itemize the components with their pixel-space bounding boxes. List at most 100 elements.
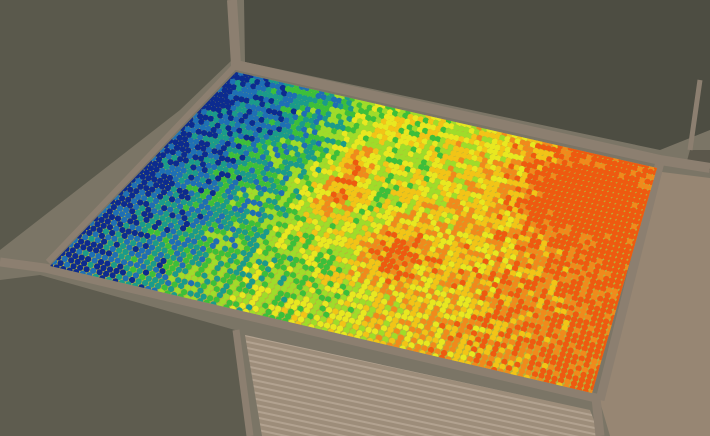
field-bottom-right [598,172,710,436]
yield-point [429,272,436,279]
yield-point [372,148,379,155]
yield-point [455,289,462,296]
yield-point [619,263,626,270]
yield-point [132,272,139,279]
yield-point [160,152,167,159]
yield-point [65,251,72,258]
yield-point [245,103,252,110]
yield-point [578,376,586,384]
yield-point [294,151,301,158]
yield-point [238,96,245,103]
yield-point [338,310,345,317]
yield-point [232,147,239,154]
yield-point [474,208,481,215]
yield-point [379,176,386,183]
yield-point [347,206,354,213]
yield-point [247,204,254,211]
yield-point [424,282,431,289]
yield-point [350,212,357,219]
yield-point [535,153,543,161]
yield-point [458,268,465,275]
yield-point [223,224,230,232]
yield-point [388,236,395,243]
yield-point [405,267,412,274]
yield-point [174,197,181,204]
yield-point [168,143,175,150]
yield-point [177,156,184,163]
yield-point [426,171,433,178]
yield-point [597,295,604,302]
yield-point [174,181,181,189]
yield-point [272,146,279,153]
yield-point [323,147,330,154]
yield-point [191,238,198,245]
yield-point [518,368,526,375]
yield-point [272,188,279,195]
yield-point [159,183,166,190]
yield-point [520,245,527,253]
yield-point [310,308,317,315]
yield-point [505,194,512,201]
yield-point [556,265,563,272]
yield-point [262,302,269,309]
yield-point [326,169,333,176]
yield-point [459,253,466,260]
yield-point [342,104,349,111]
yield-point [523,268,530,275]
yield-point [577,317,584,324]
yield-point [312,282,319,289]
yield-point [625,222,632,229]
yield-point [123,222,130,229]
yield-point [496,336,503,343]
yield-point [419,334,426,341]
yield-point [151,176,158,183]
yield-point [317,230,324,238]
yield-point [409,188,417,195]
yield-point [456,183,463,190]
yield-point [343,173,350,180]
yield-point [349,137,356,144]
yield-point [538,372,545,379]
yield-point [97,243,104,250]
yield-point [494,192,501,199]
yield-point [288,176,295,183]
yield-point [374,260,381,267]
yield-point [230,216,237,223]
yield-point [473,293,480,300]
yield-point [426,192,433,199]
yield-point [477,299,484,307]
yield-point [434,136,441,143]
yield-point [319,188,326,196]
yield-point [349,164,356,171]
yield-point [388,125,395,132]
yield-point [370,222,377,229]
yield-point [566,331,573,338]
yield-point [606,265,613,273]
yield-point [450,219,457,226]
yield-point [439,147,446,154]
yield-point [592,289,599,296]
yield-point [548,343,555,350]
yield-point [610,293,617,300]
yield-point [236,175,243,182]
yield-point [442,143,449,150]
yield-point [578,334,585,341]
yield-point [110,219,118,226]
yield-point [511,281,518,288]
yield-point [171,202,178,209]
yield-point [367,216,374,223]
yield-point [625,169,632,176]
yield-point [108,214,115,221]
yield-point [347,237,354,244]
yield-point [299,105,306,112]
yield-point [146,238,153,245]
yield-point [613,224,620,231]
yield-point [325,127,332,134]
yield-point [329,122,336,129]
yield-point [410,157,417,164]
yield-point [584,239,591,246]
yield-point [558,228,565,235]
yield-point [373,137,380,145]
yield-point [349,111,356,118]
